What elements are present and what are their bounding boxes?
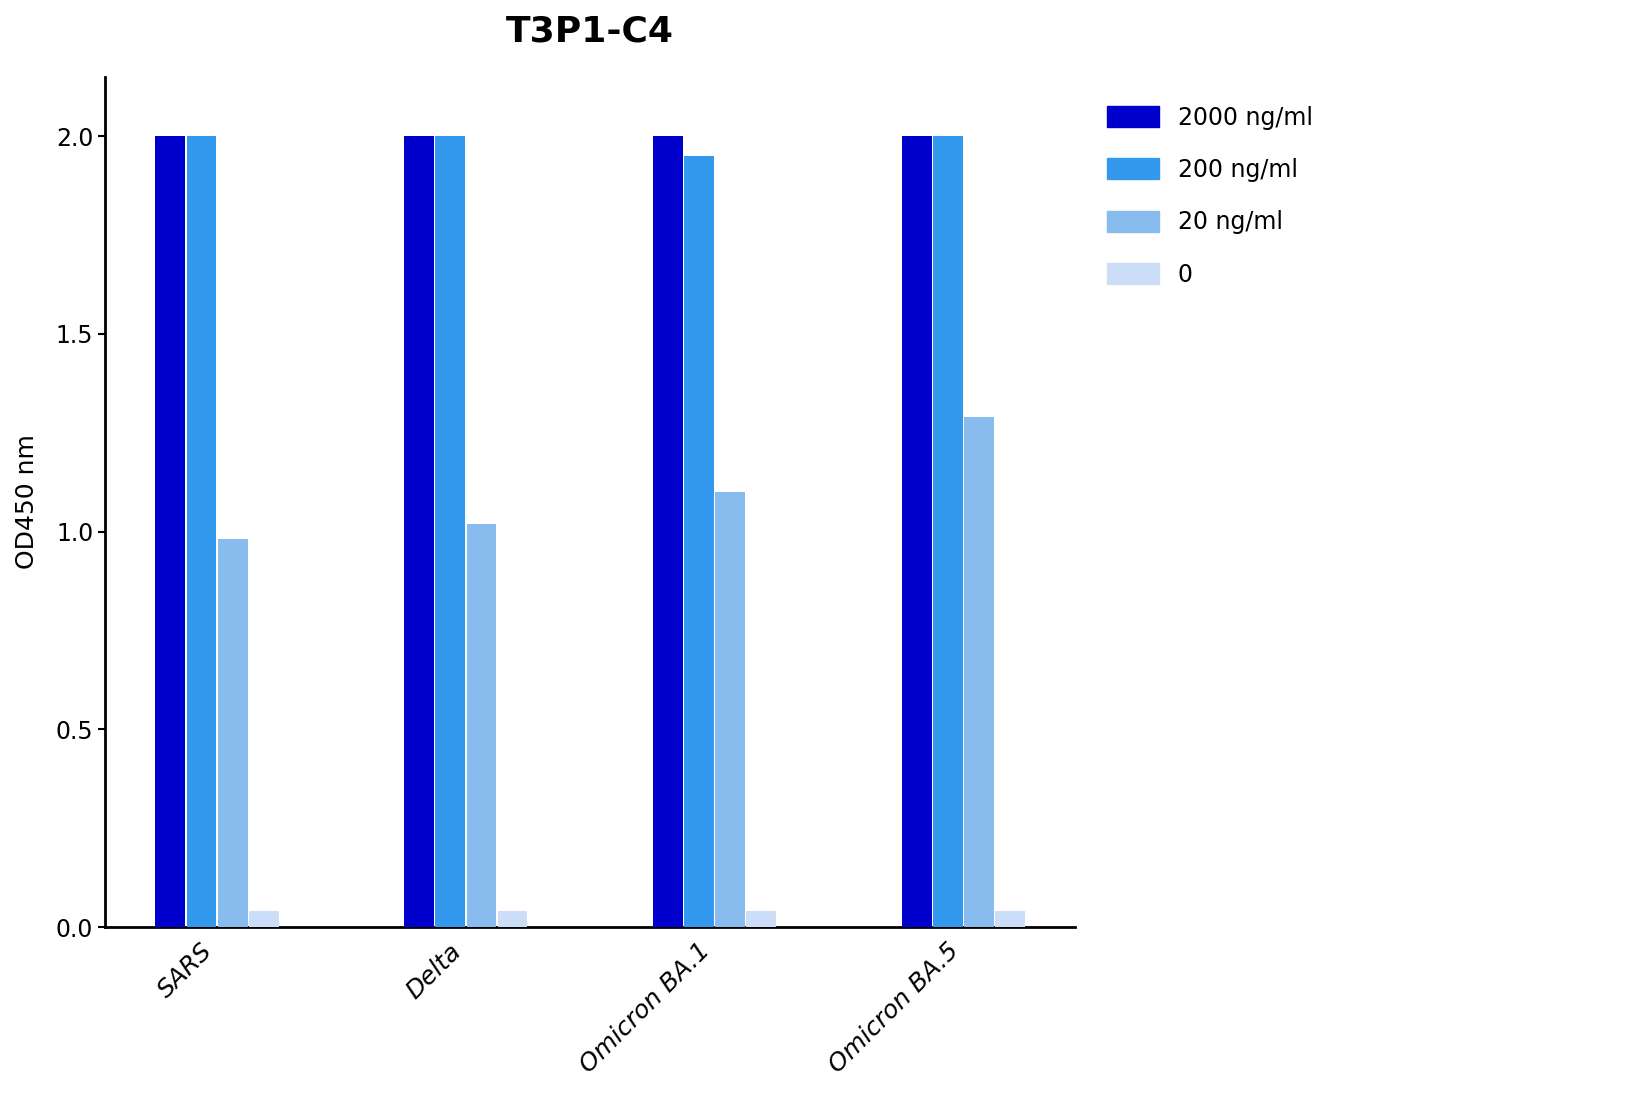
Bar [685, 156, 714, 927]
Bar [156, 136, 185, 927]
Bar [964, 416, 993, 927]
Bar [498, 912, 527, 927]
Title: T3P1-C4: T3P1-C4 [506, 15, 675, 49]
Bar [746, 912, 776, 927]
Bar [995, 912, 1024, 927]
Bar [467, 524, 496, 927]
Y-axis label: OD450 nm: OD450 nm [15, 434, 39, 569]
Bar [249, 912, 278, 927]
Bar [218, 540, 247, 927]
Bar [715, 492, 745, 927]
Bar [654, 136, 683, 927]
Legend: 2000 ng/ml, 200 ng/ml, 20 ng/ml, 0: 2000 ng/ml, 200 ng/ml, 20 ng/ml, 0 [1107, 106, 1312, 286]
Bar [436, 136, 465, 927]
Bar [187, 136, 216, 927]
Bar [902, 136, 932, 927]
Bar [405, 136, 434, 927]
Bar [933, 136, 963, 927]
